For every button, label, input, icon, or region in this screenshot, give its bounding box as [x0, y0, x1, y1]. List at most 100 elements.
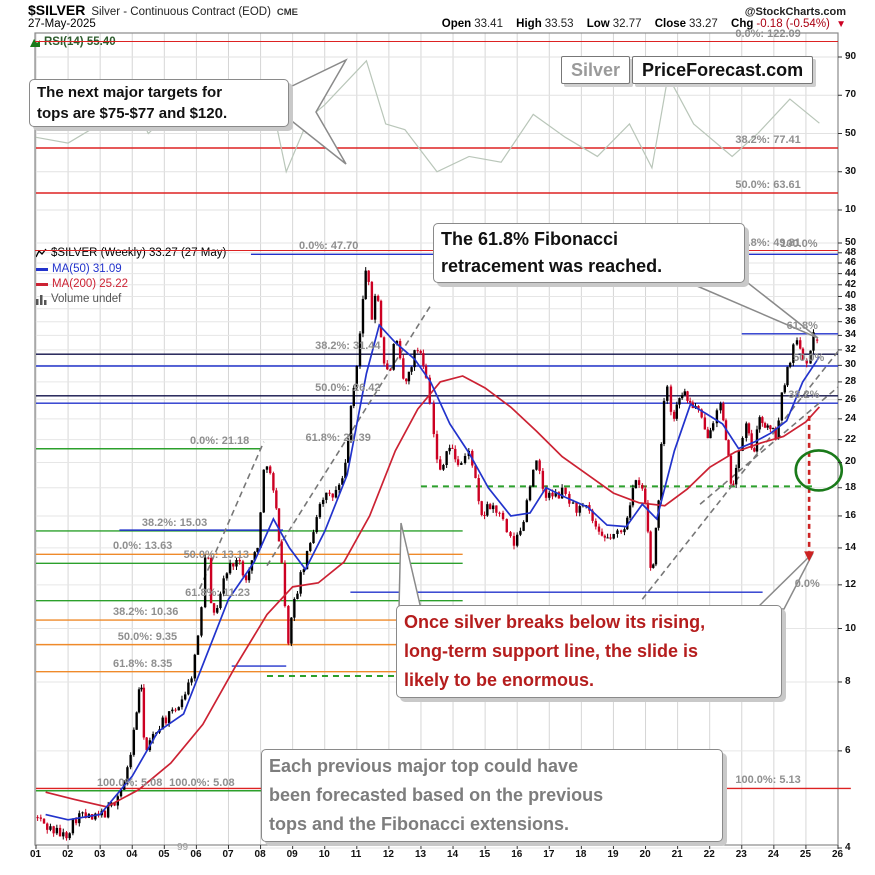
candle-body: [753, 448, 756, 452]
candle-body: [318, 504, 322, 518]
candle-body: [715, 410, 719, 424]
symbol: $SILVER: [28, 2, 86, 18]
candle-body: [649, 531, 652, 568]
candle-body: [321, 499, 325, 505]
fib-level-label: 61.8%: 8.35: [112, 657, 173, 670]
candle-body: [747, 423, 751, 434]
candle-body: [600, 531, 604, 536]
candle-body: [700, 409, 703, 418]
fib-level-label: 100.0%: [780, 237, 818, 250]
x-axis-year-label: 13: [414, 849, 427, 860]
candle-body: [74, 819, 78, 824]
x-axis-year-label: 08: [254, 849, 266, 860]
candle-body: [373, 295, 377, 320]
fib-level-label: 0.0%: 47.70: [299, 240, 359, 253]
close-label: Close: [654, 18, 687, 30]
candle-body: [407, 371, 411, 382]
candle-body: [207, 557, 210, 559]
x-axis-year-label: 18: [575, 849, 587, 860]
y-axis-price-label: 4: [845, 842, 851, 853]
candle-body: [164, 717, 168, 724]
candle-body: [525, 500, 529, 522]
candle-body: [370, 281, 374, 320]
candle-body: [167, 711, 171, 724]
candle-body: [287, 606, 290, 644]
candle-body: [734, 467, 738, 485]
candle-body: [272, 473, 275, 491]
warning-callout-tail-left: [398, 522, 422, 610]
candle-body: [395, 341, 399, 344]
candle-body: [678, 398, 681, 405]
legend-volume-text: Volume undef: [51, 293, 122, 305]
candle-body: [367, 270, 370, 282]
x-axis-year-label: 10: [318, 849, 330, 860]
badge-silver: Silver: [561, 56, 631, 84]
warning-callout-line1: Once silver breaks below its rising,: [404, 612, 706, 632]
targets-callout-line1: The next major targets for: [37, 84, 223, 101]
candle-body: [241, 561, 245, 576]
candle-body: [84, 812, 87, 819]
history-callout-line1: Each previous major top could have: [269, 756, 579, 776]
candle-body: [247, 570, 251, 581]
candle-body: [551, 492, 554, 497]
candle-body: [232, 563, 235, 567]
candle-body: [480, 501, 483, 515]
candle-body: [71, 819, 75, 834]
candle-body: [419, 350, 422, 354]
candle-body: [548, 492, 551, 498]
candle-body: [126, 767, 129, 782]
ma50-line: [45, 323, 821, 821]
candle-body: [741, 438, 744, 451]
candle-body: [628, 505, 632, 518]
fib-level-label: 100.0%: 5.13: [735, 774, 801, 787]
candle-body: [193, 654, 196, 679]
candle-body: [509, 532, 512, 537]
candle-body: [203, 557, 207, 608]
candle-body: [352, 387, 355, 407]
candle-body: [305, 550, 309, 570]
candle-body: [501, 512, 505, 520]
candle-body: [187, 682, 190, 695]
candle-body: [697, 405, 700, 410]
y-axis-price-label: 24: [845, 412, 857, 424]
fibonacci-callout: The 61.8% Fibonacci retracement was reac…: [433, 223, 745, 283]
candle-body: [119, 789, 123, 797]
rsi-axis-label: 70: [845, 89, 857, 101]
candle-body: [49, 826, 52, 830]
fib-level-label: 38.2%: 10.36: [112, 606, 179, 619]
candle-body: [39, 817, 43, 819]
rising-trendline-dashed: [198, 441, 265, 590]
candle-body: [763, 423, 767, 428]
candle-body: [544, 488, 548, 498]
fib-level-label: 0.0%: 13.63: [112, 540, 173, 553]
candle-body: [626, 517, 629, 530]
candle-body: [666, 386, 669, 401]
candle-body: [460, 463, 463, 465]
y-axis-price-label: 44: [845, 267, 857, 279]
candle-body: [180, 699, 184, 708]
candle-body: [222, 578, 225, 594]
y-axis-price-label: 36: [845, 315, 857, 327]
down-triangle-icon: ▼: [836, 19, 846, 30]
candle-body: [309, 543, 312, 551]
candle-body: [302, 569, 306, 573]
candle-body: [486, 504, 489, 516]
candle-body: [646, 502, 650, 532]
candle-body: [140, 687, 143, 690]
candle-body: [177, 707, 180, 711]
fib-level-label: 50.0%: [793, 352, 825, 364]
candle-body: [299, 572, 302, 594]
candle-body: [410, 367, 413, 372]
legend-ma200-row: MA(200) 25.22: [36, 278, 128, 290]
candle-body: [424, 365, 428, 378]
y-axis-price-label: 40: [845, 290, 857, 302]
legend-ma50-text: MA(50) 31.09: [52, 263, 122, 275]
fib-level-label: 50.0%: 13.13: [183, 549, 249, 562]
candle-body: [325, 492, 328, 500]
candle-body: [55, 827, 59, 834]
candle-body: [788, 362, 792, 367]
chart-date: 27-May-2025: [28, 18, 96, 30]
candle-body: [557, 492, 561, 499]
candle-body: [795, 340, 799, 345]
